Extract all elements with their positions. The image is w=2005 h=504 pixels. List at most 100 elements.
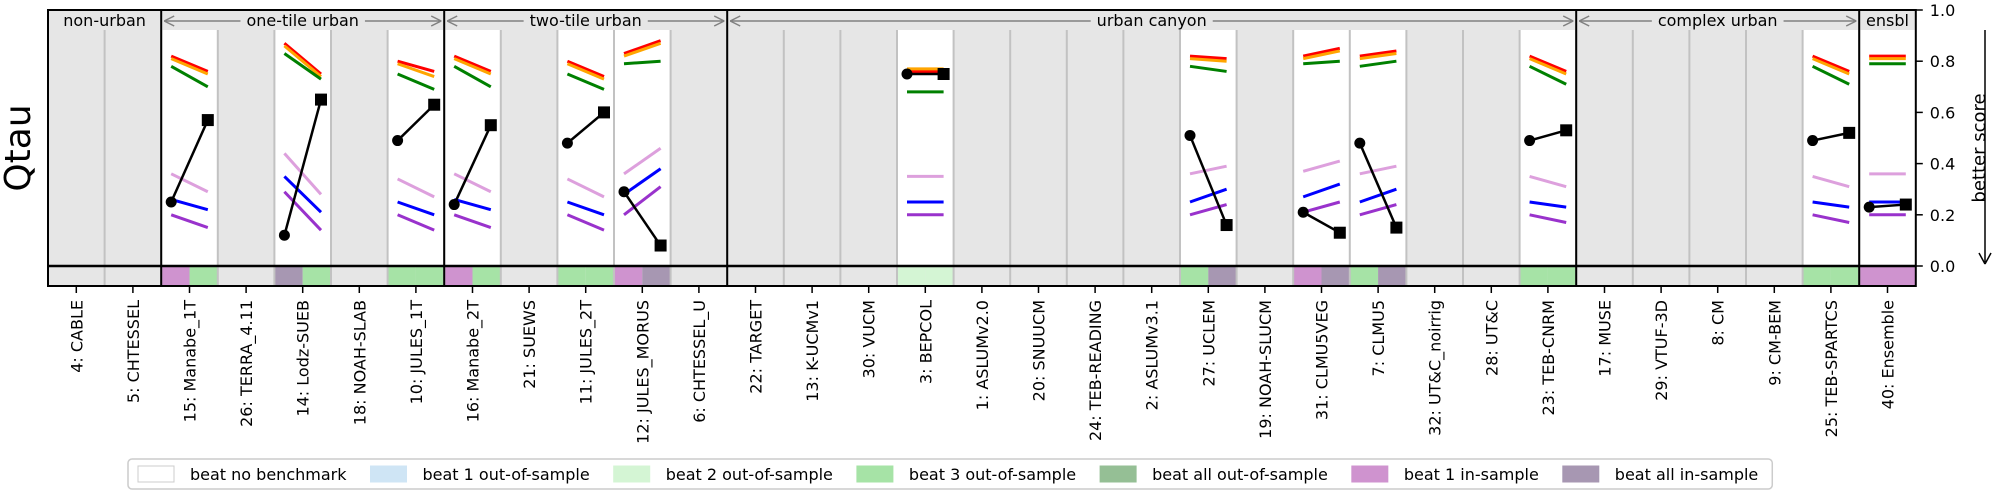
group-header-band bbox=[48, 10, 1916, 30]
x-tick-label: 25: TEB-SPARTCS bbox=[1822, 300, 1841, 437]
benchmark-line bbox=[623, 39, 662, 55]
model-line bbox=[1812, 131, 1850, 142]
column-background bbox=[1689, 30, 1746, 266]
x-tick-label: 1: ASLUMv2.0 bbox=[973, 300, 992, 410]
benchmark-line bbox=[283, 42, 322, 76]
column-background bbox=[1802, 30, 1860, 266]
legend-swatch bbox=[1562, 465, 1600, 483]
better-score-arrowhead bbox=[1978, 252, 1992, 265]
benchmark-line bbox=[566, 59, 605, 78]
benchmark-line bbox=[453, 213, 492, 230]
score-bar-right bbox=[189, 266, 218, 286]
model-line bbox=[1188, 134, 1228, 226]
score-bar-right bbox=[585, 266, 614, 286]
column-background bbox=[727, 30, 784, 266]
group-arrowhead-right bbox=[430, 15, 442, 27]
model-point-start bbox=[278, 229, 290, 241]
benchmark-line bbox=[1812, 213, 1850, 224]
x-tick-label: 8: CM bbox=[1709, 300, 1728, 346]
legend-label: beat 1 out-of-sample bbox=[423, 465, 590, 484]
benchmark-line bbox=[283, 152, 323, 196]
group-arrowhead-right bbox=[1562, 15, 1574, 27]
y-tick-label: 0.4 bbox=[1930, 155, 1955, 174]
group-label: complex urban bbox=[1658, 11, 1778, 30]
score-bar-right bbox=[1547, 266, 1577, 286]
score-bar-right bbox=[302, 266, 331, 286]
column-background bbox=[500, 30, 558, 266]
model-point-start bbox=[392, 135, 404, 147]
score-bar-background bbox=[1123, 266, 1180, 286]
model-line bbox=[453, 124, 492, 206]
x-tick-label: 6: CHTESSEL_U bbox=[690, 300, 710, 423]
benchmark-line bbox=[283, 190, 323, 232]
column-background bbox=[1123, 30, 1180, 266]
x-tick-label: 24: TEB-READING bbox=[1086, 300, 1105, 441]
legend-label: beat all out-of-sample bbox=[1152, 465, 1328, 484]
model-point-start bbox=[165, 196, 177, 208]
benchmark-line bbox=[1529, 57, 1567, 76]
benchmark-line bbox=[453, 172, 492, 194]
model-line bbox=[1302, 211, 1341, 234]
legend-swatch bbox=[1099, 465, 1137, 483]
legend-label: beat 3 out-of-sample bbox=[909, 465, 1076, 484]
benchmark-line bbox=[623, 147, 662, 176]
legend-label: beat 2 out-of-sample bbox=[666, 465, 833, 484]
column-background bbox=[274, 30, 331, 266]
score-bar-background bbox=[783, 266, 841, 286]
model-point-end bbox=[654, 239, 667, 252]
benchmark-line bbox=[1359, 52, 1397, 61]
x-tick-label: 3: BEPCOL bbox=[916, 300, 935, 384]
model-point-start bbox=[1863, 201, 1875, 213]
benchmark-line bbox=[1359, 187, 1397, 204]
score-bar-right bbox=[1321, 266, 1350, 286]
group-label: one-tile urban bbox=[246, 11, 358, 30]
model-point-end bbox=[598, 106, 610, 119]
column-background bbox=[1463, 30, 1520, 266]
benchmark-line bbox=[566, 177, 605, 199]
score-bar-right bbox=[925, 266, 954, 286]
x-tick-label: 20: SNUUCM bbox=[1030, 300, 1049, 401]
model-point-end bbox=[1843, 126, 1856, 139]
column-background bbox=[1066, 30, 1124, 266]
score-bar-right bbox=[472, 266, 501, 286]
score-bar-background bbox=[727, 266, 784, 286]
score-bar-right bbox=[1887, 266, 1916, 286]
benchmark-line bbox=[1302, 49, 1341, 61]
legend-swatch bbox=[1351, 465, 1389, 483]
legend-swatch bbox=[613, 465, 651, 483]
benchmark-line bbox=[623, 59, 661, 66]
x-tick-label: 18: NOAH-SLAB bbox=[350, 300, 369, 425]
model-line bbox=[1529, 129, 1567, 142]
model-point-start bbox=[1807, 135, 1819, 147]
group-arrowhead-right bbox=[713, 15, 725, 27]
x-tick-label: 12: JULES_MORUS bbox=[633, 300, 653, 444]
model-line bbox=[566, 111, 605, 145]
column-background bbox=[614, 30, 671, 266]
benchmark-line bbox=[623, 185, 662, 216]
benchmark-line bbox=[1528, 64, 1567, 86]
model-line bbox=[1869, 203, 1906, 209]
x-tick-label: 4: CABLE bbox=[67, 300, 86, 373]
model-point-end bbox=[1560, 124, 1573, 137]
column-background bbox=[1406, 30, 1463, 266]
x-tick-label: 11: JULES_2T bbox=[577, 300, 597, 405]
group-label: ensbl bbox=[1866, 11, 1909, 30]
model-line bbox=[396, 103, 436, 142]
model-point-end bbox=[201, 114, 214, 127]
column-background bbox=[48, 30, 105, 266]
column-background bbox=[1519, 30, 1577, 266]
benchmark-line bbox=[1812, 174, 1850, 189]
benchmark-line bbox=[566, 72, 605, 91]
x-tick-label: 23: TEB-CNRM bbox=[1539, 300, 1558, 416]
column-background bbox=[897, 30, 954, 266]
column-background bbox=[670, 30, 728, 266]
group-arrowhead-left bbox=[729, 15, 741, 27]
score-bar-right bbox=[1208, 266, 1237, 286]
score-bar-right bbox=[642, 266, 671, 286]
benchmark-line bbox=[1189, 164, 1227, 176]
model-line bbox=[283, 99, 323, 236]
benchmark-line bbox=[566, 62, 605, 81]
x-tick-label: 2: ASLUMv3.1 bbox=[1143, 300, 1162, 410]
score-bar-right bbox=[1830, 266, 1860, 286]
